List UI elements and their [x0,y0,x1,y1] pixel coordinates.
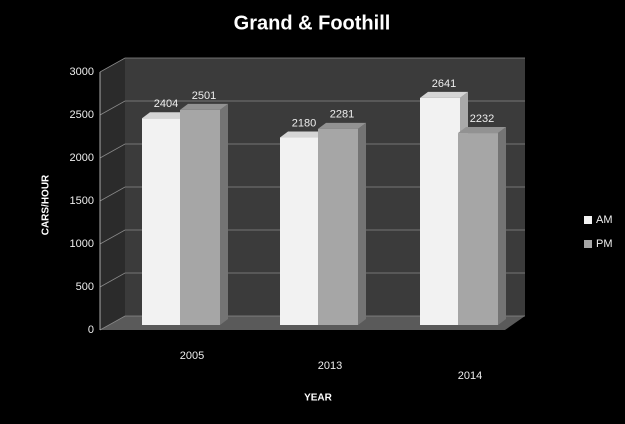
legend-swatch [584,216,592,224]
x-tick-label: 2014 [458,370,482,382]
x-tick-label: 2005 [180,350,204,362]
data-label: 2180 [292,117,316,129]
grid-line [99,272,525,288]
x-axis-title: YEAR [304,393,333,404]
data-label: 2281 [330,109,354,121]
legend-swatch [584,240,592,248]
bar-side [498,127,506,325]
y-tick-label: 500 [76,281,94,293]
bar-top [180,103,228,110]
bar-side [220,103,228,325]
chart-title: Grand & Foothill [234,12,391,34]
y-tick-label: 1000 [70,238,94,250]
y-tick-label: 2500 [70,109,94,121]
y-tick-label: 1500 [70,195,94,207]
x-tick-label: 2013 [318,360,342,372]
bar [318,128,358,325]
bar-top [420,91,468,98]
bar-side [358,122,366,325]
bar [280,137,320,325]
data-label: 2501 [192,90,216,102]
grid-line [99,100,525,116]
bar-top [142,112,190,119]
grid-line [99,229,525,245]
y-tick-label: 3000 [70,66,94,78]
bar-top [458,127,506,134]
data-label: 2404 [154,98,178,110]
y-tick-label: 0 [88,324,94,336]
grid-line [99,186,525,202]
grid-line [99,57,525,73]
bar [420,97,460,326]
bar-top [280,131,328,138]
bar [142,118,182,325]
bar [458,133,498,325]
legend-label: AM [596,214,613,226]
grid-line [99,143,525,159]
bar-top [318,122,366,129]
bar [180,109,220,325]
legend-label: PM [596,238,613,250]
data-label: 2641 [432,78,456,90]
grid-line [99,315,525,331]
y-tick-label: 2000 [70,152,94,164]
y-axis-title: CARS/HOUR [41,174,52,235]
data-label: 2232 [470,113,494,125]
